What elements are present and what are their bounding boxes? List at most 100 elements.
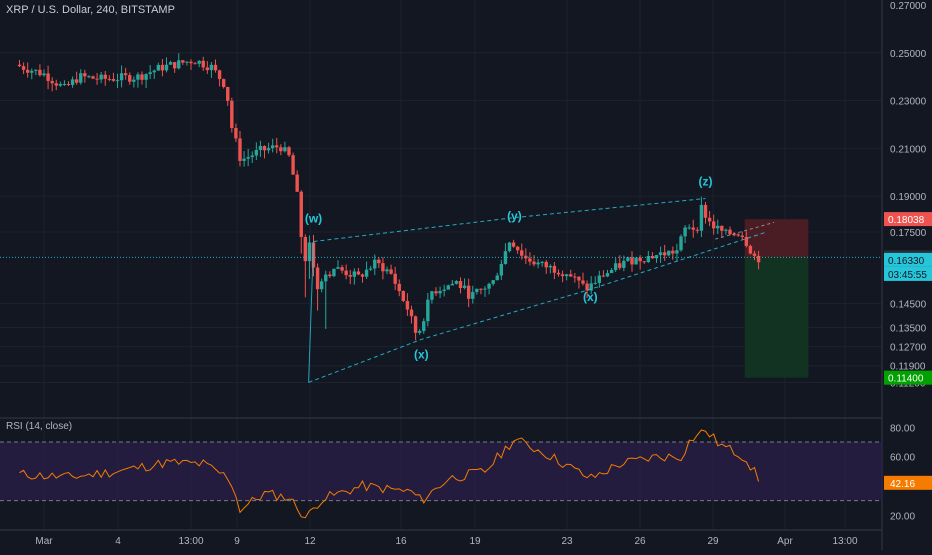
projection-line bbox=[715, 221, 775, 240]
candle bbox=[662, 244, 667, 261]
price-badge-label: 03:45:55 bbox=[888, 270, 927, 281]
candle-body bbox=[340, 267, 344, 271]
candle-body bbox=[695, 229, 700, 231]
candle bbox=[442, 284, 446, 297]
candlestick-series bbox=[17, 53, 761, 341]
candle-body bbox=[107, 78, 112, 80]
candle bbox=[38, 64, 42, 77]
candle bbox=[119, 65, 124, 88]
candle-body bbox=[136, 74, 140, 80]
candle bbox=[401, 290, 406, 303]
wedge-upper-line bbox=[313, 198, 706, 242]
candle bbox=[95, 72, 99, 85]
candle bbox=[499, 259, 504, 280]
candle bbox=[569, 269, 573, 277]
candle bbox=[99, 71, 103, 84]
candle bbox=[438, 286, 442, 299]
price-tick-label: 0.11900 bbox=[890, 362, 926, 373]
candle bbox=[54, 79, 58, 91]
price-badge: 03:45:55 bbox=[884, 266, 932, 281]
candle bbox=[177, 53, 181, 70]
wave-label: (y) bbox=[507, 209, 522, 223]
candle bbox=[658, 246, 663, 264]
candle bbox=[475, 288, 479, 295]
candle bbox=[58, 81, 63, 88]
candle bbox=[515, 245, 520, 254]
candle bbox=[352, 268, 357, 285]
price-tick-label: 0.19000 bbox=[890, 192, 927, 203]
candle bbox=[503, 243, 508, 265]
candle-body bbox=[291, 155, 295, 175]
candle-body bbox=[266, 148, 271, 151]
wedge-lower-line bbox=[308, 231, 767, 383]
candle-body bbox=[748, 245, 753, 254]
candle-body bbox=[675, 250, 679, 254]
candle bbox=[30, 68, 34, 80]
candle-body bbox=[74, 79, 79, 83]
candle bbox=[17, 60, 22, 68]
candle-body bbox=[132, 79, 136, 82]
candle bbox=[454, 280, 459, 285]
candle-body bbox=[221, 79, 226, 88]
wave-label: (x) bbox=[583, 290, 598, 304]
candle bbox=[79, 69, 83, 85]
price-tick-label: 0.21000 bbox=[890, 144, 927, 155]
candle bbox=[585, 280, 589, 299]
candle-body bbox=[152, 70, 156, 73]
candle bbox=[291, 152, 295, 175]
candle bbox=[315, 263, 320, 311]
price-badge-bg bbox=[884, 212, 932, 227]
candle-body bbox=[91, 76, 95, 79]
candle-body bbox=[707, 217, 712, 222]
candle bbox=[756, 250, 761, 270]
candle bbox=[528, 252, 532, 266]
candle bbox=[675, 243, 679, 262]
candle bbox=[703, 202, 708, 224]
price-tick-label: 0.25000 bbox=[890, 49, 927, 60]
candle bbox=[364, 261, 369, 279]
candle-body bbox=[454, 280, 459, 284]
candle bbox=[332, 268, 336, 278]
candle bbox=[613, 258, 618, 273]
candle-body bbox=[21, 66, 26, 70]
candle-body bbox=[691, 227, 695, 230]
candle-body bbox=[385, 269, 389, 272]
candle bbox=[144, 73, 148, 89]
candle bbox=[299, 190, 303, 254]
candle bbox=[250, 151, 254, 163]
time-tick-label: Mar bbox=[35, 536, 53, 547]
candle-body bbox=[471, 292, 475, 299]
candle-body bbox=[66, 83, 71, 85]
candle-body bbox=[503, 251, 508, 264]
time-tick-label: 4 bbox=[115, 536, 121, 547]
candle-body bbox=[213, 64, 218, 71]
price-badge-bg bbox=[884, 266, 932, 281]
candle bbox=[279, 144, 283, 156]
candle-body bbox=[242, 158, 246, 161]
candle-body bbox=[434, 291, 438, 294]
candle bbox=[185, 61, 189, 66]
candle-body bbox=[495, 275, 499, 281]
candle-body bbox=[577, 276, 581, 281]
candle-body bbox=[438, 290, 442, 294]
candle-body bbox=[287, 147, 291, 156]
wave-labels: (w) (x) (y) (x) (z) bbox=[305, 174, 713, 361]
candle bbox=[66, 81, 71, 87]
candle bbox=[728, 226, 732, 236]
candle-body bbox=[123, 73, 128, 76]
candle bbox=[524, 248, 528, 265]
candle-body bbox=[499, 263, 504, 276]
candle bbox=[107, 75, 112, 82]
candle-body bbox=[54, 83, 58, 86]
candle-body bbox=[511, 242, 516, 247]
candle bbox=[21, 62, 26, 75]
candle bbox=[458, 277, 463, 294]
candle bbox=[42, 69, 46, 77]
candle bbox=[209, 62, 214, 78]
candle bbox=[466, 278, 471, 308]
candle bbox=[642, 261, 646, 264]
candle bbox=[634, 257, 638, 265]
candle-body bbox=[34, 69, 38, 71]
